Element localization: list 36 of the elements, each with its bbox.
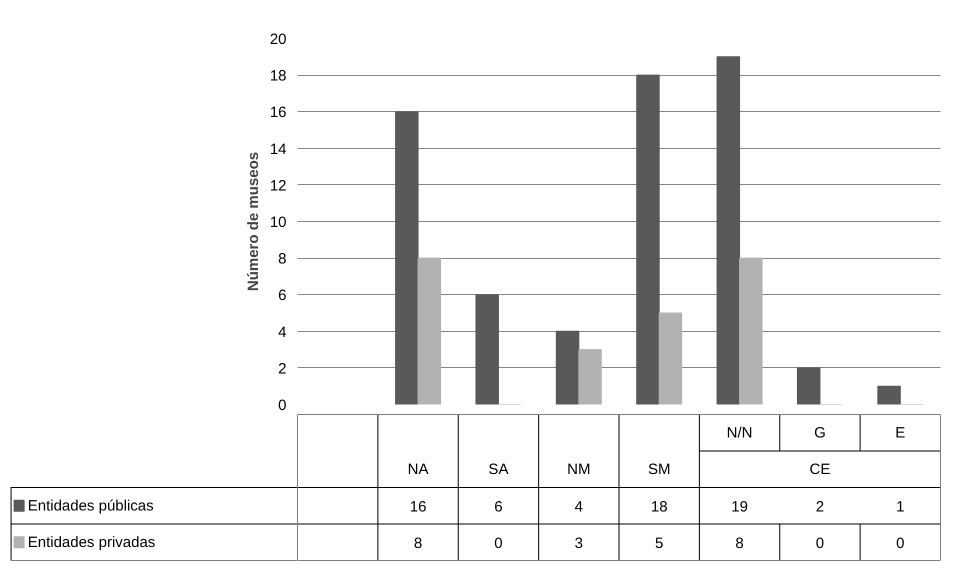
y-tick-label: 2 [278,360,286,378]
data-label: 8 [414,534,422,552]
x-tick-label: N/N [726,424,752,442]
x-tick-label: SA [488,460,508,478]
x-tick-label: SM [648,460,670,478]
y-tick-label: 20 [270,31,287,48]
data-label: 18 [650,498,668,516]
legend-label: Entidades privadas [28,534,156,551]
data-label: 0 [896,534,904,552]
y-tick-label: 12 [270,177,287,194]
data-label: 4 [574,498,583,516]
data-label: 3 [574,534,583,552]
data-label: 6 [494,498,503,516]
y-tick-label: 0 [278,397,286,414]
data-label: 1 [896,498,904,516]
y-tick-label: 8 [278,250,286,268]
data-label: 5 [655,534,664,552]
data-label: 0 [816,534,824,552]
data-label: 16 [410,498,426,516]
y-tick-label: 6 [278,287,286,304]
x-tick-label: NM [567,460,590,478]
legend-label: Entidades públicas [28,497,154,514]
data-label: 19 [731,498,748,516]
y-tick-label: 4 [278,324,286,341]
x-tick-label: NA [408,460,428,478]
y-tick-label: 14 [270,140,287,158]
x-tick-label: G [814,424,826,442]
y-tick-label: 18 [270,68,287,85]
y-tick-label: 16 [270,104,287,122]
data-label: 8 [735,534,744,552]
data-label: 2 [816,498,824,516]
y-tick-label: 10 [270,214,287,231]
text: CE [810,460,830,478]
data-label: 0 [494,534,503,552]
y-axis-title: Número de museos [244,152,262,292]
x-tick-label: E [895,424,906,442]
